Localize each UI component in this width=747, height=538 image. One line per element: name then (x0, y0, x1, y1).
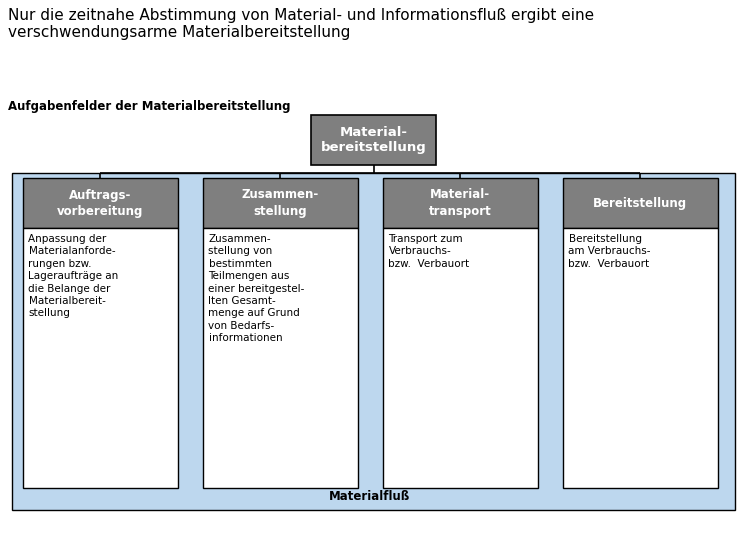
FancyBboxPatch shape (202, 178, 358, 228)
Text: Zusammen-
stellung von
bestimmten
Teilmengen aus
einer bereitgestel-
lten Gesamt: Zusammen- stellung von bestimmten Teilme… (208, 234, 305, 343)
Text: Nur die zeitnahe Abstimmung von Material- und Informationsfluß ergibt eine
versc: Nur die zeitnahe Abstimmung von Material… (8, 8, 594, 40)
Text: Bereitstellung: Bereitstellung (593, 196, 687, 209)
FancyBboxPatch shape (382, 178, 538, 228)
FancyBboxPatch shape (202, 228, 358, 488)
FancyBboxPatch shape (562, 178, 718, 228)
FancyBboxPatch shape (22, 228, 178, 488)
Text: Aufgabenfelder der Materialbereitstellung: Aufgabenfelder der Materialbereitstellun… (8, 100, 291, 113)
Text: Auftrags-
vorbereitung: Auftrags- vorbereitung (57, 188, 143, 217)
Text: Material-
transport: Material- transport (429, 188, 492, 217)
Text: Anpassung der
Materialanforde-
rungen bzw.
Lageraufträge an
die Belange der
Mate: Anpassung der Materialanforde- rungen bz… (28, 234, 119, 318)
FancyBboxPatch shape (12, 173, 735, 510)
Text: Materialfluß: Materialfluß (329, 490, 411, 502)
Text: Material-
bereitstellung: Material- bereitstellung (320, 126, 427, 154)
Text: Transport zum
Verbrauchs-
bzw.  Verbauort: Transport zum Verbrauchs- bzw. Verbauort (388, 234, 470, 269)
Text: Zusammen-
stellung: Zusammen- stellung (241, 188, 319, 217)
FancyBboxPatch shape (22, 178, 178, 228)
FancyBboxPatch shape (382, 228, 538, 488)
FancyBboxPatch shape (562, 228, 718, 488)
Text: Bereitstellung
am Verbrauchs-
bzw.  Verbauort: Bereitstellung am Verbrauchs- bzw. Verba… (568, 234, 651, 269)
FancyBboxPatch shape (311, 115, 436, 165)
